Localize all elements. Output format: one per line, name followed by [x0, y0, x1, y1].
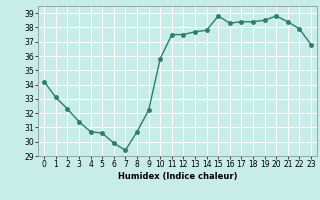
X-axis label: Humidex (Indice chaleur): Humidex (Indice chaleur) [118, 172, 237, 181]
